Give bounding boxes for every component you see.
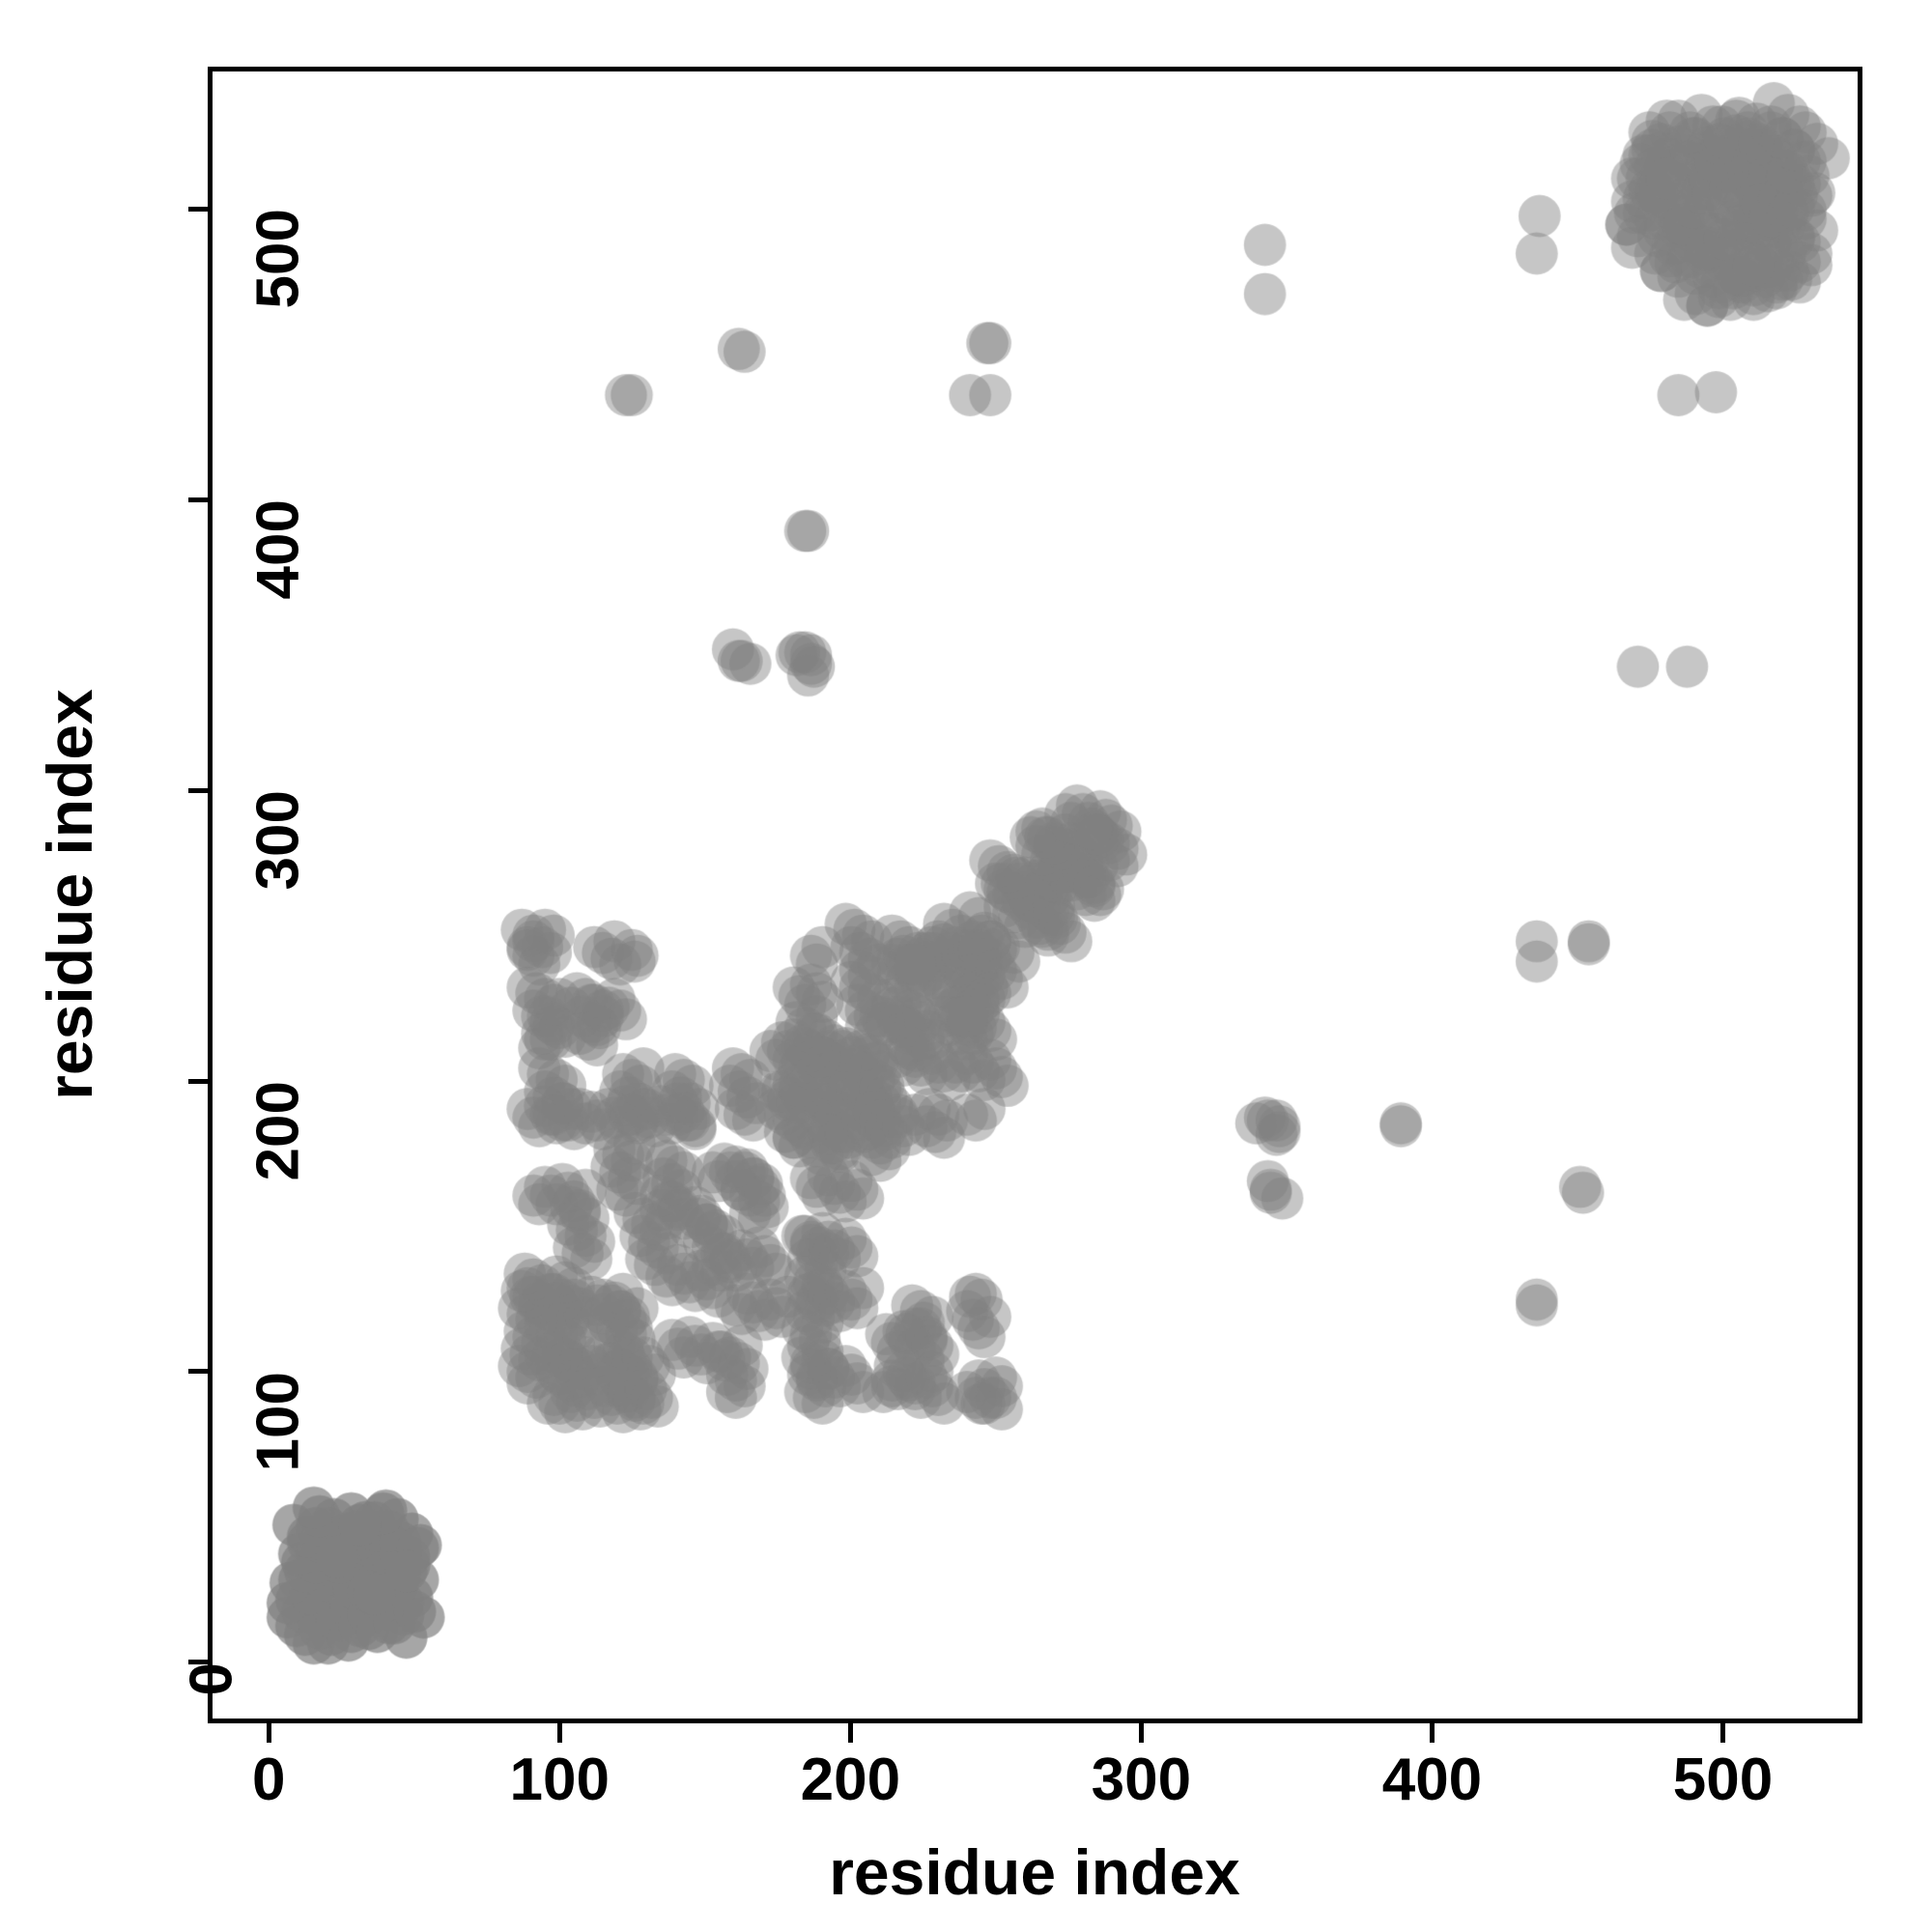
y-axis-tick bbox=[188, 206, 208, 212]
x-axis-tick bbox=[1138, 1723, 1144, 1743]
plot-area bbox=[208, 67, 1862, 1723]
y-axis-tick-label: 500 bbox=[244, 209, 312, 309]
y-axis-tick bbox=[188, 497, 208, 502]
y-axis-tick bbox=[188, 1078, 208, 1084]
y-axis-tick bbox=[188, 1660, 208, 1665]
y-axis-tick bbox=[188, 1369, 208, 1375]
x-axis-tick-label: 100 bbox=[509, 1747, 610, 1813]
x-axis-title: residue index bbox=[829, 1836, 1240, 1908]
x-axis-tick bbox=[266, 1723, 271, 1743]
x-axis-tick bbox=[847, 1723, 853, 1743]
y-axis-tick bbox=[188, 787, 208, 793]
scatter-plot-canvas bbox=[213, 71, 1858, 1719]
y-axis-tick-label: 0 bbox=[178, 1662, 245, 1696]
y-axis-title: residue index bbox=[34, 689, 105, 1100]
x-axis-tick-label: 0 bbox=[251, 1747, 286, 1813]
y-axis-tick-label: 400 bbox=[244, 499, 312, 600]
x-axis-tick-label: 300 bbox=[1091, 1747, 1192, 1813]
y-axis-tick-label: 100 bbox=[244, 1371, 312, 1472]
x-axis-tick-label: 400 bbox=[1381, 1747, 1483, 1813]
x-axis-tick-label: 200 bbox=[800, 1747, 901, 1813]
x-axis-tick-label: 500 bbox=[1672, 1747, 1774, 1813]
y-axis-tick-label: 200 bbox=[244, 1081, 312, 1181]
x-axis-tick bbox=[556, 1723, 562, 1743]
x-axis-tick bbox=[1429, 1723, 1435, 1743]
x-axis-tick bbox=[1719, 1723, 1725, 1743]
y-axis-tick-label: 300 bbox=[244, 790, 312, 891]
